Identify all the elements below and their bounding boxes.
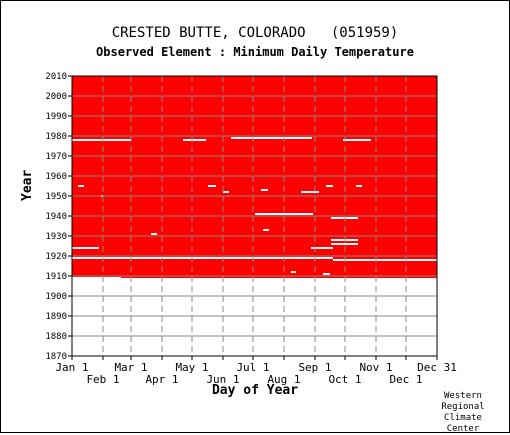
credit-line: Center (446, 424, 480, 434)
y-tick-label: 1990 (45, 112, 67, 122)
chart-title: CRESTED BUTTE, COLORADO (051959) (111, 25, 399, 41)
missing-data-segment (255, 213, 313, 215)
credit-line: Regional (441, 402, 485, 412)
y-tick-label: 2000 (45, 92, 67, 102)
missing-data-segment (183, 139, 206, 141)
y-tick-label: 1970 (45, 152, 67, 162)
x-axis-label: Day of Year (211, 383, 299, 398)
missing-data-segment (113, 277, 121, 279)
y-tick-label: 1960 (45, 172, 67, 182)
chart-subtitle: Observed Element : Minimum Daily Tempera… (96, 45, 414, 59)
x-tick-label: Jun 1 (206, 373, 239, 386)
x-tick-label: Dec 31 (417, 361, 457, 374)
missing-data-segment (208, 185, 216, 187)
data-coverage-block (72, 76, 437, 278)
y-tick-label: 1940 (45, 212, 67, 222)
missing-data-segment (151, 233, 157, 235)
missing-data-segment (231, 137, 266, 139)
credit-line: Climate (444, 413, 482, 423)
missing-data-segment (356, 185, 362, 187)
x-tick-label: Aug 1 (267, 373, 300, 386)
credit-line: Western (444, 391, 482, 401)
missing-data-segment (326, 185, 333, 187)
y-tick-label: 1890 (45, 312, 67, 322)
missing-data-segment (343, 139, 371, 141)
x-tick-label: Apr 1 (145, 373, 178, 386)
credit-text: Western Regional Climate Center (433, 391, 493, 435)
y-tick-label: 1910 (45, 272, 67, 282)
x-tick-label: Mar 1 (114, 361, 147, 374)
missing-data-segment (78, 185, 84, 187)
x-tick-label: Nov 1 (359, 361, 392, 374)
missing-data-segment (263, 229, 269, 231)
x-tick-label: Sep 1 (298, 361, 331, 374)
y-tick-label: 1920 (45, 252, 67, 262)
y-tick-label: 1880 (45, 332, 67, 342)
x-tick-label: Feb 1 (86, 373, 119, 386)
missing-data-segment (223, 191, 229, 193)
missing-data-segment (323, 273, 330, 275)
y-tick-label: 2010 (45, 72, 67, 82)
missing-data-segment (72, 247, 99, 249)
missing-data-segment (261, 189, 268, 191)
y-tick-label: 1930 (45, 232, 67, 242)
missing-data-segment (72, 277, 113, 279)
x-tick-label: Jan 1 (55, 361, 88, 374)
x-tick-label: Dec 1 (389, 373, 422, 386)
y-tick-label: 1950 (45, 192, 67, 202)
y-tick-label: 1870 (45, 352, 67, 362)
missing-data-segment (291, 271, 296, 273)
missing-data-segment (72, 139, 131, 141)
missing-data-segment (331, 243, 358, 245)
y-tick-label: 1900 (45, 292, 67, 302)
x-tick-label: Jul 1 (236, 361, 269, 374)
y-tick-label: 1980 (45, 132, 67, 142)
x-tick-label: Oct 1 (328, 373, 361, 386)
missing-data-segment (301, 191, 319, 193)
missing-data-segment (72, 257, 333, 259)
x-tick-label: May 1 (175, 361, 208, 374)
missing-data-segment (311, 247, 333, 249)
missing-data-segment (333, 259, 437, 261)
